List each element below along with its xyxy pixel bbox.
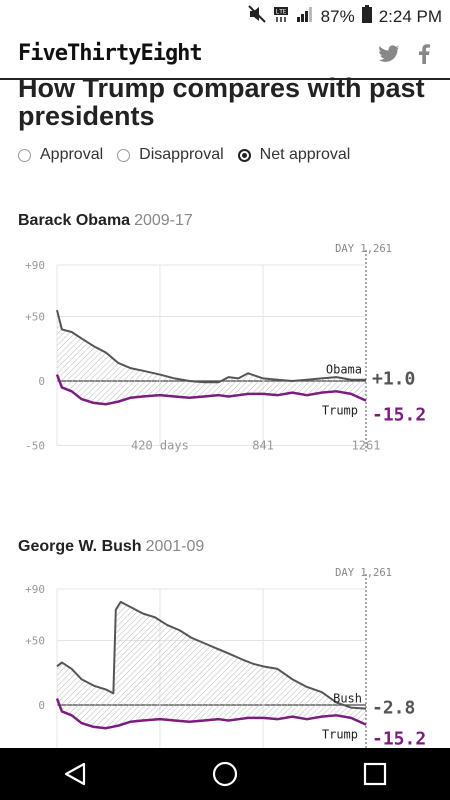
radio-label: Disapproval [139, 146, 224, 163]
difference-area [57, 601, 366, 729]
radio-circle[interactable] [117, 148, 131, 162]
home-button[interactable] [205, 754, 245, 794]
president-name: George W. Bush [18, 538, 142, 555]
lte-icon: LTE [273, 5, 289, 28]
president-name: Barack Obama [18, 212, 131, 229]
chart-title-obama: Barack Obama 2009-17 [18, 212, 193, 230]
x-tick-label: 420 days [131, 438, 189, 452]
trump-series-label: Trump [322, 728, 358, 742]
site-header: FiveThirtyEight [0, 38, 450, 80]
mute-icon [247, 5, 266, 28]
day-marker-label: DAY 1,261 [335, 567, 392, 579]
y-tick-label: +90 [25, 583, 45, 596]
president-series-label: Obama [326, 363, 362, 377]
radio-disapproval[interactable]: Disapproval [117, 146, 224, 164]
battery-percent: 87% [320, 6, 355, 26]
back-icon [64, 762, 86, 786]
y-tick-label: 0 [38, 699, 45, 712]
system-nav-bar [0, 748, 450, 800]
clock: 2:24 PM [378, 6, 442, 26]
trump-line [55, 374, 367, 406]
back-button[interactable] [55, 754, 95, 794]
obama-comparison-chart: DAY 1,261 +90 +50 0 -50 420 days 841 1261 Obama T… [25, 243, 426, 452]
home-icon [212, 761, 238, 787]
radio-circle[interactable] [18, 148, 31, 162]
page-title: How Trump compares with past presidents [18, 73, 425, 131]
president-years: 2009-17 [134, 212, 193, 229]
y-tick-label: -50 [25, 439, 45, 452]
president-line [56, 309, 366, 384]
radio-net-approval[interactable]: Net approval [237, 146, 351, 164]
radio-label: Net approval [259, 146, 351, 163]
trump-line [55, 698, 367, 730]
president-line [56, 600, 367, 710]
share-buttons [378, 44, 430, 69]
y-tick-label: 0 [38, 375, 45, 388]
status-bar: LTE 87% 2:24 PM [0, 0, 450, 32]
radio-circle-selected[interactable] [237, 148, 251, 162]
chart-title-bush: George W. Bush 2001-09 [18, 538, 204, 556]
x-tick-label: 841 [252, 438, 274, 452]
president-series-label: Bush [333, 692, 362, 706]
radio-label: Approval [40, 146, 104, 163]
metric-selector: Approval Disapproval Net approval [18, 146, 364, 164]
trump-value: -15.2 [372, 729, 426, 748]
recents-icon [363, 762, 387, 786]
x-tick-label: 1261 [352, 438, 381, 452]
battery-icon [361, 5, 372, 28]
trump-series-label: Trump [322, 404, 358, 418]
president-value: +1.0 [372, 369, 415, 390]
day-marker-label: DAY 1,261 [335, 243, 392, 255]
y-tick-label: +50 [25, 635, 45, 648]
president-years: 2001-09 [145, 538, 205, 555]
bush-comparison-chart: DAY 1,261 +90 +50 0 Bush Trump -2.8 -15.2 [25, 567, 426, 748]
brand-logo[interactable]: FiveThirtyEight [18, 41, 203, 66]
president-value: -2.8 [372, 698, 415, 719]
twitter-icon[interactable] [378, 45, 400, 68]
y-tick-label: +90 [25, 259, 45, 272]
facebook-icon[interactable] [418, 44, 430, 69]
signal-icon [296, 5, 314, 28]
svg-text:LTE: LTE [275, 9, 286, 16]
difference-area [57, 310, 366, 405]
recents-button[interactable] [355, 754, 395, 794]
radio-approval[interactable]: Approval [18, 146, 103, 164]
y-tick-label: +50 [25, 311, 45, 324]
trump-value: -15.2 [372, 405, 426, 426]
